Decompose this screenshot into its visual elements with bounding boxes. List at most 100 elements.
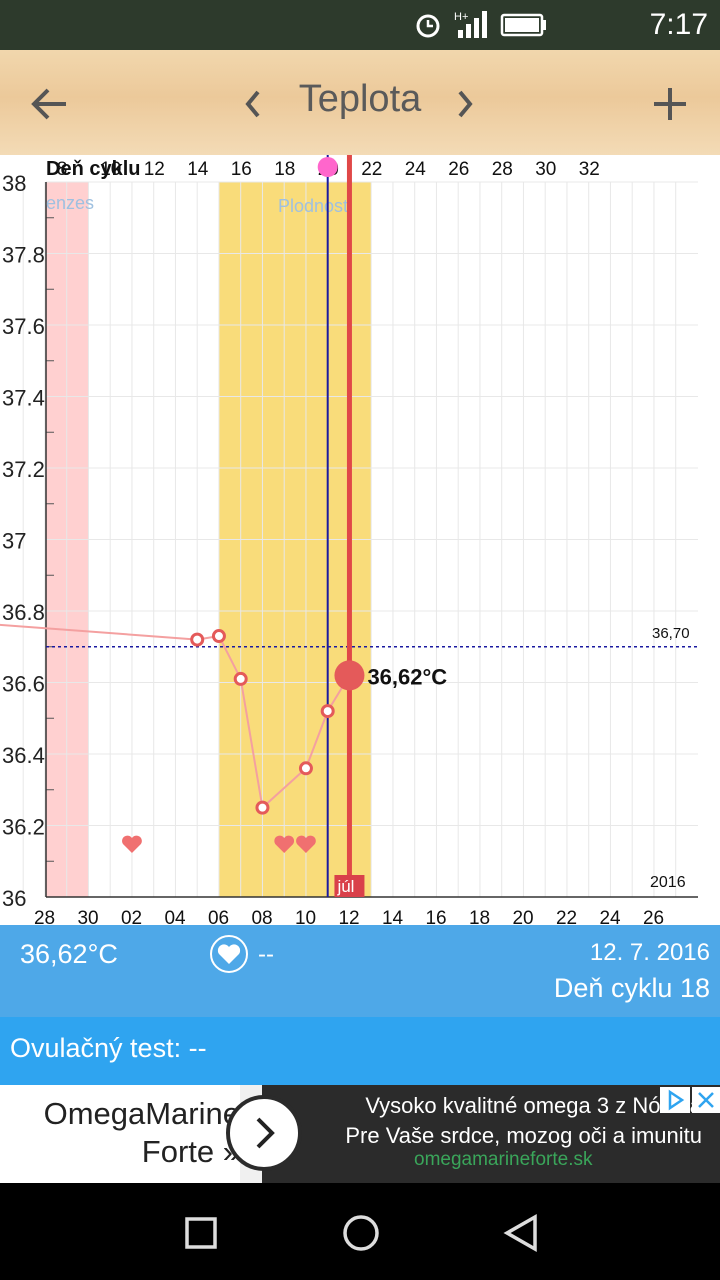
top-tick-label: 28 [492, 159, 513, 180]
current-temperature-label: 36,62°C [367, 664, 447, 689]
ad-arrow-button[interactable] [226, 1095, 302, 1171]
ovulation-marker [317, 157, 338, 177]
bottom-tick-label: 14 [382, 908, 404, 925]
ovulation-test-label: Ovulačný test: -- [10, 1033, 207, 1064]
temperature-point [298, 761, 313, 776]
battery-icon [500, 13, 546, 37]
y-tick-label: 37 [2, 529, 26, 554]
bottom-tick-label: 04 [164, 908, 186, 925]
top-tick-label: 8 [57, 159, 68, 180]
top-tick-label: 26 [448, 159, 469, 180]
ad-description: Pre Vaše srdce, mozog oči a imunitu [345, 1123, 702, 1148]
heart-icon [274, 835, 295, 853]
temperature-point [211, 629, 226, 644]
ad-headline: Vysoko kvalitné omega 3 z Nórska [365, 1093, 702, 1118]
top-tick-label: 32 [579, 159, 600, 180]
bottom-tick-label: 16 [425, 908, 446, 925]
ovulation-test-value: -- [188, 1033, 207, 1063]
ad-brand-line1: OmegaMarine [43, 1096, 240, 1131]
chevron-right-icon [256, 1117, 275, 1149]
y-tick-label: 36.2 [2, 815, 45, 840]
temperature-point [320, 704, 335, 719]
top-tick-label: 12 [144, 159, 165, 180]
bottom-tick-label: 02 [121, 908, 142, 925]
bottom-tick-label: 20 [512, 908, 533, 925]
page-title: Teplota [298, 78, 422, 120]
bottom-tick-label: 28 [34, 908, 55, 925]
home-icon[interactable] [331, 1203, 391, 1263]
ad-brand[interactable]: OmegaMarine Forte » [0, 1095, 240, 1171]
alarm-icon [416, 14, 440, 38]
heart-icon [296, 835, 316, 853]
heart-icon [122, 835, 142, 853]
info-panel: 36,62°C -- 12. 7. 2016 Deň cyklu 18 [0, 925, 720, 1017]
ad-banner[interactable]: OmegaMarine Forte » Vysoko kvalitné omeg… [0, 1085, 720, 1183]
top-tick-label: 22 [361, 159, 382, 180]
top-axis-title: Deň cyklu [46, 158, 140, 180]
bottom-tick-label: 26 [643, 908, 664, 925]
chevron-right-icon[interactable] [436, 74, 496, 134]
top-tick-label: 24 [405, 159, 427, 180]
ad-text-area[interactable] [262, 1085, 720, 1183]
navigation-bar [0, 1183, 720, 1280]
fertility-label: Plodnosť [278, 196, 350, 216]
menses-label: enzes [46, 193, 94, 213]
temperature-chart[interactable]: 38 37.8 37.6 37.4 37.2 37 36.8 36.6 36.4 36.2 36 en… [0, 155, 720, 929]
temperature-point [255, 800, 270, 815]
signal-icon [458, 11, 487, 38]
cycle-day: Deň cyklu 18 [553, 973, 710, 1003]
bottom-tick-label: 12 [338, 908, 359, 925]
y-tick-label: 37.8 [2, 243, 45, 268]
toolbar: Teplota [0, 50, 720, 155]
top-tick-label: 10 [100, 159, 121, 180]
plus-icon[interactable] [640, 74, 700, 134]
y-tick-label: 36.4 [2, 743, 45, 768]
top-tick-label: 16 [231, 159, 252, 180]
bottom-tick-label: 24 [599, 908, 621, 925]
status-bar: H+ 7:17 [0, 0, 720, 50]
arrow-left-icon[interactable] [20, 74, 80, 134]
month-badge [334, 875, 365, 897]
selected-date: 12. 7. 2016 [589, 939, 710, 966]
ad-brand-line2: Forte » [141, 1134, 240, 1169]
y-tick-label: 38 [2, 171, 26, 196]
top-tick-label: 18 [274, 159, 295, 180]
month-label: júl [336, 877, 354, 896]
ad-choices-icon[interactable] [660, 1087, 690, 1113]
intercourse-value: -- [258, 941, 274, 968]
y-tick-label: 36 [2, 886, 26, 911]
ad-brand-area [0, 1085, 240, 1183]
temperature-point [233, 671, 248, 686]
current-temperature: 36,62°C [20, 939, 118, 969]
bottom-tick-label: 06 [208, 908, 229, 925]
year-label: 2016 [650, 874, 686, 891]
status-time: 7:17 [649, 8, 708, 41]
y-tick-label: 36.8 [2, 600, 45, 625]
bottom-tick-label: 08 [251, 908, 272, 925]
ovulation-test-caption: Ovulačný test: [10, 1033, 182, 1063]
ovulation-test-row[interactable]: Ovulačný test: -- [0, 1017, 720, 1085]
y-tick-label: 37.2 [2, 457, 45, 482]
y-tick-label: 37.4 [2, 386, 45, 411]
status-icons: H+ [416, 11, 546, 38]
top-tick-label: 14 [187, 159, 209, 180]
reference-line-label: 36,70 [652, 625, 690, 642]
network-label: H+ [454, 11, 468, 23]
chart-svg[interactable]: 38 37.8 37.6 37.4 37.2 37 36.8 36.6 36.4 36.2 36 en… [0, 155, 720, 929]
ad-url[interactable]: omegamarineforte.sk [414, 1149, 593, 1170]
ad-close-icon[interactable] [692, 1087, 720, 1113]
temperature-point [190, 632, 205, 647]
bottom-tick-label: 18 [469, 908, 490, 925]
chevron-left-icon[interactable] [222, 74, 282, 134]
recent-apps-icon[interactable] [171, 1203, 231, 1263]
y-tick-label: 37.6 [2, 314, 45, 339]
back-icon[interactable] [491, 1203, 551, 1263]
bottom-tick-label: 10 [295, 908, 316, 925]
bottom-tick-label: 30 [77, 908, 98, 925]
intercourse-button[interactable] [210, 935, 248, 973]
y-tick-label: 36.6 [2, 672, 45, 697]
heart-icon [217, 944, 241, 964]
bottom-tick-label: 22 [556, 908, 577, 925]
top-tick-label: 30 [535, 159, 556, 180]
current-temperature-point [334, 660, 365, 691]
